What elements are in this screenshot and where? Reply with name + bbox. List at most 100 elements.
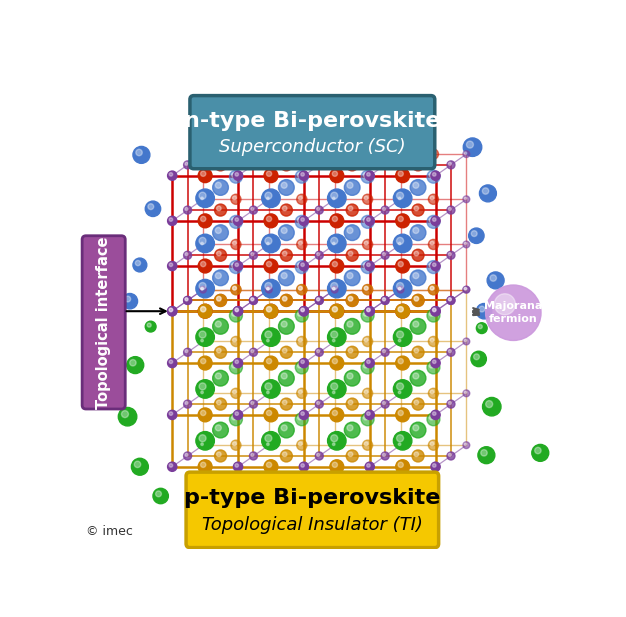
- Circle shape: [233, 410, 243, 420]
- Circle shape: [398, 152, 401, 154]
- Circle shape: [361, 170, 374, 183]
- Circle shape: [168, 358, 177, 368]
- Circle shape: [201, 242, 203, 245]
- Circle shape: [267, 462, 272, 468]
- Circle shape: [365, 410, 374, 420]
- Circle shape: [381, 400, 389, 408]
- Circle shape: [200, 307, 206, 312]
- Circle shape: [215, 249, 227, 261]
- Circle shape: [265, 238, 272, 244]
- Circle shape: [168, 307, 177, 316]
- Circle shape: [429, 218, 434, 223]
- Circle shape: [251, 207, 254, 210]
- Circle shape: [431, 262, 440, 271]
- Circle shape: [476, 304, 492, 319]
- Circle shape: [215, 273, 222, 279]
- Circle shape: [232, 218, 237, 223]
- Circle shape: [297, 172, 302, 177]
- Circle shape: [430, 442, 434, 445]
- Circle shape: [396, 383, 404, 390]
- Circle shape: [200, 196, 207, 202]
- Circle shape: [332, 217, 337, 222]
- Circle shape: [382, 298, 386, 301]
- Circle shape: [429, 312, 434, 316]
- Circle shape: [464, 288, 467, 290]
- Circle shape: [331, 390, 338, 397]
- FancyBboxPatch shape: [190, 96, 435, 169]
- Circle shape: [361, 215, 374, 228]
- Circle shape: [230, 260, 242, 273]
- Circle shape: [200, 442, 207, 449]
- Circle shape: [217, 161, 221, 165]
- Circle shape: [361, 309, 374, 322]
- Circle shape: [217, 296, 221, 301]
- Circle shape: [412, 398, 424, 410]
- Circle shape: [121, 410, 128, 418]
- Circle shape: [431, 410, 440, 420]
- Circle shape: [482, 188, 489, 194]
- Circle shape: [486, 285, 541, 341]
- Circle shape: [363, 415, 368, 420]
- Circle shape: [348, 206, 353, 210]
- Circle shape: [397, 286, 404, 293]
- Circle shape: [249, 161, 257, 169]
- Circle shape: [365, 462, 374, 471]
- Circle shape: [217, 400, 221, 405]
- Circle shape: [347, 425, 353, 431]
- Circle shape: [397, 241, 404, 248]
- Circle shape: [464, 391, 467, 394]
- Circle shape: [156, 491, 162, 497]
- Circle shape: [396, 331, 404, 338]
- Circle shape: [281, 273, 287, 279]
- Circle shape: [393, 379, 412, 398]
- Circle shape: [363, 263, 368, 268]
- Circle shape: [281, 425, 287, 431]
- Circle shape: [478, 447, 495, 463]
- Circle shape: [280, 204, 292, 216]
- Circle shape: [235, 360, 239, 363]
- Circle shape: [428, 284, 439, 295]
- Circle shape: [414, 206, 419, 210]
- Circle shape: [213, 494, 232, 513]
- Circle shape: [297, 149, 307, 159]
- Circle shape: [332, 242, 335, 245]
- Circle shape: [213, 225, 228, 241]
- Circle shape: [279, 270, 294, 286]
- Circle shape: [279, 225, 294, 241]
- Circle shape: [233, 358, 243, 368]
- Circle shape: [428, 194, 439, 204]
- Circle shape: [365, 307, 374, 316]
- Circle shape: [398, 217, 403, 222]
- Text: Topological interface: Topological interface: [96, 236, 111, 408]
- Circle shape: [183, 296, 192, 304]
- Circle shape: [413, 273, 419, 279]
- Circle shape: [331, 383, 337, 390]
- Circle shape: [282, 206, 287, 210]
- Circle shape: [299, 216, 309, 225]
- Circle shape: [398, 288, 401, 290]
- Circle shape: [478, 325, 482, 329]
- Circle shape: [235, 308, 239, 312]
- Circle shape: [447, 296, 455, 304]
- Circle shape: [233, 462, 243, 471]
- Circle shape: [347, 321, 353, 327]
- Circle shape: [431, 171, 440, 180]
- Circle shape: [367, 263, 370, 267]
- Circle shape: [317, 350, 320, 353]
- Circle shape: [410, 270, 426, 286]
- Circle shape: [398, 462, 403, 468]
- Circle shape: [464, 242, 467, 245]
- Circle shape: [396, 460, 409, 474]
- Circle shape: [332, 152, 335, 154]
- Circle shape: [398, 358, 403, 364]
- Circle shape: [398, 339, 401, 342]
- Circle shape: [233, 390, 237, 394]
- Circle shape: [213, 422, 228, 438]
- Circle shape: [249, 296, 257, 304]
- Circle shape: [183, 296, 192, 304]
- Circle shape: [463, 442, 470, 449]
- Circle shape: [200, 358, 206, 364]
- Circle shape: [199, 192, 206, 199]
- Circle shape: [295, 215, 308, 228]
- Circle shape: [131, 458, 148, 475]
